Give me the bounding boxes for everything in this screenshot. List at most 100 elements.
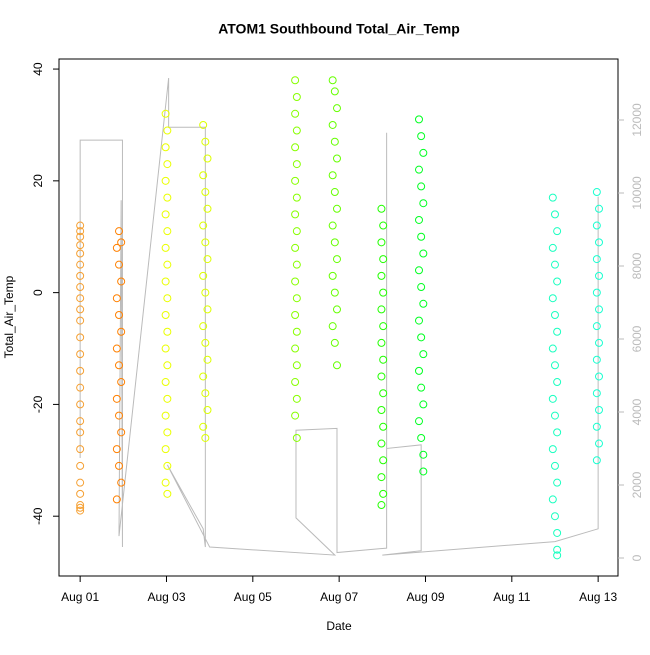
- point: [76, 271, 85, 280]
- point: [332, 104, 341, 113]
- point: [328, 120, 337, 129]
- point: [112, 294, 121, 303]
- point: [76, 305, 85, 314]
- point: [377, 204, 386, 213]
- point: [592, 422, 601, 431]
- point: [553, 327, 562, 336]
- point: [161, 210, 170, 219]
- point: [163, 327, 172, 336]
- point: [419, 299, 428, 308]
- point: [377, 473, 386, 482]
- point: [548, 394, 557, 403]
- point: [76, 260, 85, 269]
- point: [379, 221, 388, 230]
- point: [592, 255, 601, 264]
- point: [328, 271, 337, 280]
- point: [419, 148, 428, 157]
- point: [161, 176, 170, 185]
- point: [291, 411, 300, 420]
- point: [117, 378, 126, 387]
- point: [161, 378, 170, 387]
- point: [377, 372, 386, 381]
- point: [419, 467, 428, 476]
- point: [76, 506, 85, 515]
- y2-tick-label: 0: [630, 554, 644, 561]
- point: [112, 495, 121, 504]
- point: [592, 456, 601, 465]
- point: [377, 439, 386, 448]
- point: [292, 260, 301, 269]
- point: [415, 417, 424, 426]
- point: [76, 350, 85, 359]
- point: [163, 227, 172, 236]
- point: [201, 433, 210, 442]
- point: [379, 489, 388, 498]
- point: [332, 154, 341, 163]
- y-tick-label: 20: [31, 174, 45, 188]
- point: [553, 227, 562, 236]
- point: [417, 383, 426, 392]
- point: [332, 305, 341, 314]
- point: [76, 501, 85, 510]
- point: [550, 210, 559, 219]
- point: [292, 160, 301, 169]
- point: [199, 372, 208, 381]
- point: [115, 461, 124, 470]
- point: [199, 120, 208, 129]
- point: [161, 109, 170, 118]
- point: [292, 394, 301, 403]
- point: [115, 227, 124, 236]
- point: [595, 238, 604, 247]
- point: [76, 489, 85, 498]
- point: [328, 221, 337, 230]
- point: [161, 310, 170, 319]
- point: [332, 255, 341, 264]
- point: [330, 288, 339, 297]
- point: [201, 238, 210, 247]
- point: [592, 389, 601, 398]
- point: [548, 445, 557, 454]
- y2-tick-label: 4000: [630, 398, 644, 425]
- point: [377, 238, 386, 247]
- point: [203, 255, 212, 264]
- point: [76, 445, 85, 454]
- point: [291, 143, 300, 152]
- point: [199, 221, 208, 230]
- point: [163, 428, 172, 437]
- point: [592, 322, 601, 331]
- point: [548, 344, 557, 353]
- point: [292, 93, 301, 102]
- y-axis-label: Total_Air_Temp: [2, 275, 16, 358]
- point: [76, 333, 85, 342]
- point: [76, 461, 85, 470]
- y2-tick-label: 10000: [630, 176, 644, 210]
- point: [550, 461, 559, 470]
- point: [592, 221, 601, 230]
- point: [201, 338, 210, 347]
- point: [550, 310, 559, 319]
- point: [417, 433, 426, 442]
- point: [553, 378, 562, 387]
- point: [550, 260, 559, 269]
- x-tick-label: Aug 01: [61, 590, 99, 604]
- point: [291, 277, 300, 286]
- point: [330, 137, 339, 146]
- point: [550, 411, 559, 420]
- line: [79, 77, 599, 556]
- y2-tick-label: 12000: [630, 103, 644, 137]
- point: [548, 193, 557, 202]
- point: [76, 227, 85, 236]
- point: [112, 243, 121, 252]
- point: [595, 271, 604, 280]
- point: [595, 406, 604, 415]
- point: [419, 199, 428, 208]
- point: [292, 294, 301, 303]
- point: [163, 461, 172, 470]
- point: [161, 243, 170, 252]
- point: [201, 137, 210, 146]
- point: [553, 277, 562, 286]
- point: [163, 294, 172, 303]
- point: [163, 361, 172, 370]
- point: [291, 76, 300, 85]
